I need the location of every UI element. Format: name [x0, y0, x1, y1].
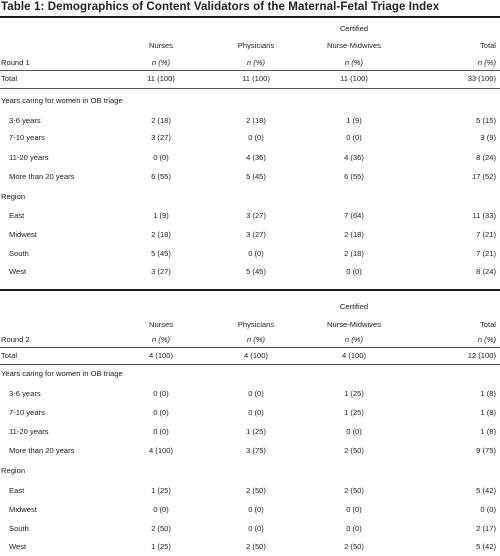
- col-nurse-midwives: Nurse-Midwives: [326, 320, 382, 329]
- table-row: East 1 (9) 3 (27) 7 (64) 11 (33): [9, 211, 496, 220]
- unit-label: n (%): [151, 335, 171, 344]
- unit-label: n (%): [344, 335, 364, 344]
- table-row-total: Total 11 (100) 11 (100) 11 (100) 33 (100…: [1, 74, 496, 83]
- col-total: Total: [479, 320, 496, 329]
- unit-label: n (%): [151, 58, 171, 67]
- round-label: Round 1: [1, 58, 30, 67]
- table-row: 7-10 years 0 (0) 0 (0) 1 (25) 1 (8): [9, 408, 496, 417]
- header-rule: [0, 70, 500, 71]
- col-total: Total: [479, 41, 496, 50]
- table-row: 11-20 years 0 (0) 1 (25) 0 (0) 1 (8): [9, 427, 496, 436]
- section-rule: [0, 364, 500, 365]
- table-row: South 2 (50) 0 (0) 0 (0) 2 (17): [9, 524, 496, 533]
- table-row: Midwest 0 (0) 0 (0) 0 (0) 0 (0): [9, 505, 496, 514]
- table-row: Midwest 2 (18) 3 (27) 2 (18) 7 (21): [9, 230, 496, 239]
- header-row-certified: Certified: [0, 300, 500, 314]
- header-row-units: Round 2 n (%) n (%) n (%) n (%): [0, 333, 500, 347]
- round-label: Round 2: [1, 335, 30, 344]
- col-nurse-midwives: Nurse-Midwives: [326, 41, 382, 50]
- certified-label: Certified: [339, 24, 369, 33]
- section-heading: Region: [1, 192, 26, 201]
- table-row: 3-6 years 2 (18) 2 (18) 1 (9) 5 (15): [9, 116, 496, 125]
- header-row-certified: Certified: [0, 22, 500, 36]
- header-row-units: Round 1 n (%) n (%) n (%) n (%): [0, 56, 500, 70]
- col-physicians: Physicians: [237, 41, 275, 50]
- col-nurses: Nurses: [148, 320, 174, 329]
- top-rule: [0, 16, 500, 18]
- section-heading: Years caring for women in OB triage: [1, 96, 123, 105]
- table-row: 3-6 years 0 (0) 0 (0) 1 (25) 1 (8): [9, 389, 496, 398]
- unit-label: n (%): [344, 58, 364, 67]
- unit-label: n (%): [477, 58, 496, 67]
- unit-label: n (%): [477, 335, 496, 344]
- section-heading: Years caring for women in OB triage: [1, 369, 123, 378]
- table-row-total: Total 4 (100) 4 (100) 4 (100) 12 (100): [1, 351, 496, 360]
- table-row: 7-10 years 3 (27) 0 (0) 0 (0) 3 (9): [9, 133, 496, 142]
- col-physicians: Physicians: [237, 320, 275, 329]
- table-row: 11-20 years 0 (0) 4 (36) 4 (36) 8 (24): [9, 153, 496, 162]
- table-row: More than 20 years 4 (100) 3 (75) 2 (50)…: [9, 446, 496, 455]
- header-row-columns: Nurses Physicians Nurse-Midwives Total: [0, 318, 500, 332]
- table-row: South 5 (45) 0 (0) 2 (18) 7 (21): [9, 249, 496, 258]
- round-separator-rule: [0, 289, 500, 291]
- table-title: Table 1: Demographics of Content Validat…: [1, 1, 440, 13]
- unit-label: n (%): [246, 335, 266, 344]
- section-rule: [0, 88, 500, 89]
- table-row: More than 20 years 6 (55) 5 (45) 6 (55) …: [9, 172, 496, 181]
- col-nurses: Nurses: [148, 41, 174, 50]
- table-row: West 3 (27) 5 (45) 0 (0) 8 (24): [9, 267, 496, 276]
- header-rule: [0, 347, 500, 348]
- table-row: East 1 (25) 2 (50) 2 (50) 5 (42): [9, 486, 496, 495]
- section-heading: Region: [1, 466, 26, 475]
- certified-label: Certified: [339, 302, 369, 311]
- unit-label: n (%): [246, 58, 266, 67]
- table-row: West 1 (25) 2 (50) 2 (50) 5 (42): [9, 542, 496, 551]
- header-row-columns: Nurses Physicians Nurse-Midwives Total: [0, 39, 500, 53]
